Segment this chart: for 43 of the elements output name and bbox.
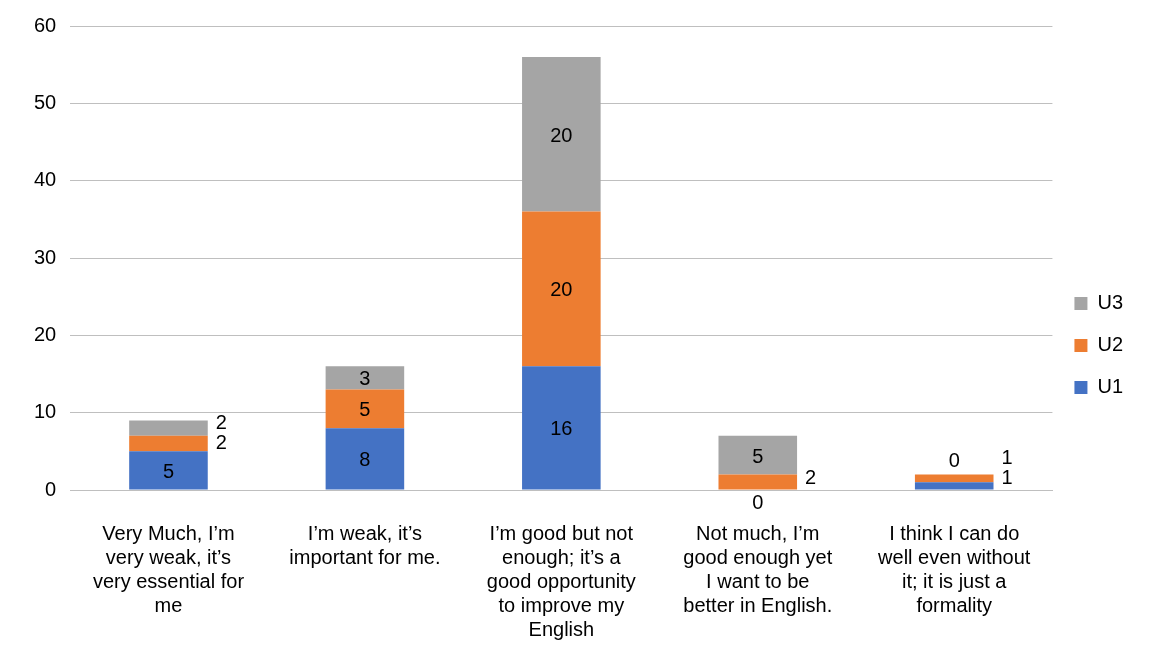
data-label: 2 xyxy=(215,411,227,434)
x-tick-label: I’m weak, it’s important for me. xyxy=(289,521,441,568)
data-label: 0 xyxy=(752,490,764,513)
bar xyxy=(522,56,601,212)
data-label: 5 xyxy=(752,444,764,467)
bar xyxy=(129,435,208,452)
x-tick-label: I’m good but not enough; it’s a good opportunity to improve my English xyxy=(486,521,636,640)
x-tick-label: Very Much, I’m very weak, it’s very essential for me xyxy=(92,521,245,616)
y-tick-label: 10 xyxy=(34,400,57,423)
bar xyxy=(325,428,405,490)
y-tick-label: 50 xyxy=(34,90,57,113)
data-label: 0 xyxy=(948,449,960,472)
bar xyxy=(325,366,405,390)
bar xyxy=(914,474,994,483)
data-label: 1 xyxy=(1001,465,1013,488)
bar xyxy=(522,211,601,367)
data-label: 5 xyxy=(162,459,175,482)
legend-label: U2 xyxy=(1097,333,1124,356)
bar xyxy=(718,435,798,475)
legend-label: U1 xyxy=(1097,375,1124,398)
x-tick-label: I think I can do well even without it; it is just a formality xyxy=(877,521,1031,616)
data-label: 2 xyxy=(215,431,227,454)
bar xyxy=(129,451,208,490)
y-tick-label: 20 xyxy=(34,322,57,345)
data-label: 1 xyxy=(1001,445,1013,468)
bar xyxy=(325,389,405,429)
data-label: 20 xyxy=(550,278,573,301)
data-label: 3 xyxy=(359,367,371,390)
legend-label: U3 xyxy=(1097,291,1124,314)
data-label: 5 xyxy=(359,398,371,421)
bar xyxy=(914,482,994,490)
bar xyxy=(129,420,208,436)
bar xyxy=(718,474,798,490)
data-label: 8 xyxy=(359,448,371,471)
y-tick-label: 60 xyxy=(34,13,57,36)
y-tick-label: 30 xyxy=(34,245,57,268)
data-label: 16 xyxy=(550,417,573,440)
y-tick-label: 0 xyxy=(45,477,57,500)
x-tick-label: Not much, I’m good enough yet I want to be better in English. xyxy=(683,521,833,616)
y-tick-label: 40 xyxy=(34,168,57,191)
data-label: 20 xyxy=(550,123,573,146)
bar xyxy=(522,366,601,490)
data-label: 2 xyxy=(805,465,817,488)
